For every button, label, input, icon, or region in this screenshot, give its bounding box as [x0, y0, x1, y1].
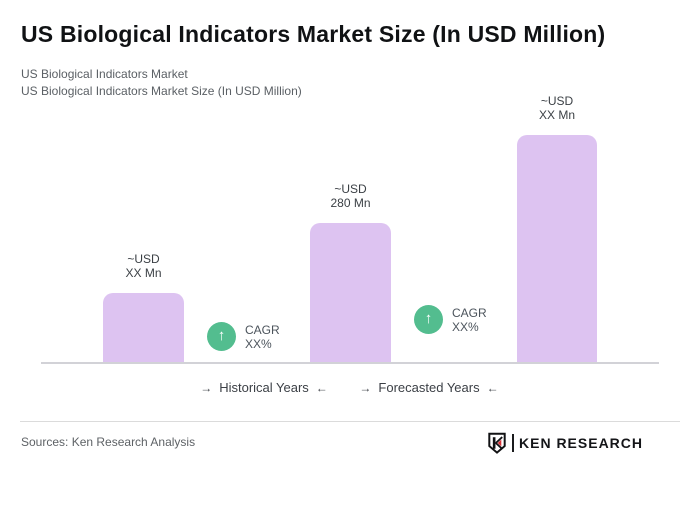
page-title: US Biological Indicators Market Size (In…: [21, 21, 606, 47]
bar-forecast-year: [517, 135, 597, 363]
sources-text: Sources: Ken Research Analysis: [21, 435, 196, 449]
arrow-left-icon: ←: [486, 380, 499, 395]
subtitle-line-2: US Biological Indicators Market Size (In…: [21, 84, 302, 98]
growth-circle: ↑: [207, 322, 236, 351]
footer-divider: [20, 421, 680, 422]
bar-current-year: [310, 223, 391, 363]
axis-annotation-text: Historical Years: [219, 380, 309, 395]
axis-annotation-text: Forecasted Years: [378, 380, 480, 395]
logo-separator: [512, 434, 514, 452]
bar-historical-start: [103, 293, 184, 363]
x-axis-line: [41, 362, 659, 364]
logo-wordmark: KEN RESEARCH: [519, 435, 644, 451]
ken-research-shield-icon: [488, 432, 506, 454]
subtitle-line-1: US Biological Indicators Market: [21, 67, 188, 81]
axis-annotation-forecasted: → Forecasted Years ←: [359, 380, 498, 395]
arrow-right-icon: →: [359, 380, 372, 395]
arrow-left-icon: ←: [315, 380, 328, 395]
chart-subtitle: US Biological Indicators Market US Biolo…: [21, 66, 302, 100]
growth-circle: ↑: [414, 305, 443, 334]
arrow-up-icon: ↑: [424, 310, 433, 327]
cagr-label: CAGR XX%: [245, 322, 280, 351]
cagr-badge: ↑ CAGR XX%: [414, 305, 487, 334]
bar-value-label: ~USD XX Mn: [125, 252, 162, 280]
axis-annotation-historical: → Historical Years ←: [200, 380, 328, 395]
cagr-label: CAGR XX%: [452, 305, 487, 334]
cagr-badge: ↑ CAGR XX%: [207, 322, 280, 351]
arrow-right-icon: →: [200, 380, 213, 395]
ken-research-logo: KEN RESEARCH: [487, 432, 643, 454]
arrow-up-icon: ↑: [217, 327, 226, 344]
bar-value-label: ~USD 280 Mn: [330, 182, 371, 210]
bar-value-label: ~USD XX Mn: [538, 94, 575, 122]
